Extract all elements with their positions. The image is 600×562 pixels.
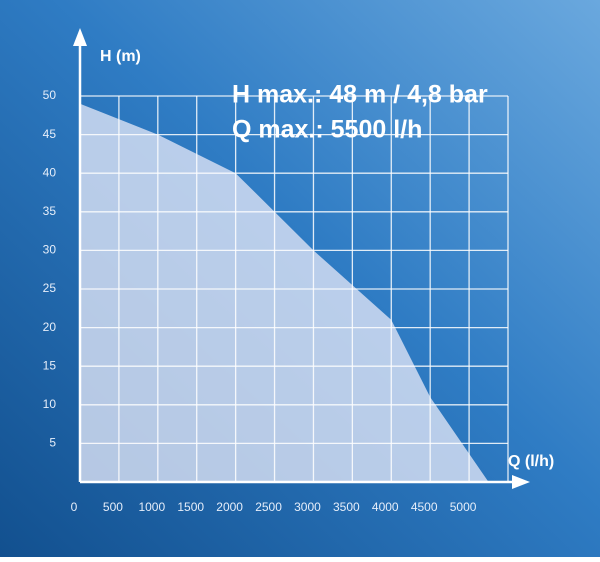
y-axis-label: H (m) <box>100 48 141 65</box>
x-tick-label: 2000 <box>216 500 243 514</box>
y-tick-label: 50 <box>43 88 57 102</box>
y-tick-label: 5 <box>49 436 56 450</box>
y-tick-label: 25 <box>43 281 57 295</box>
x-tick-label: 500 <box>103 500 123 514</box>
x-tick-label: 4500 <box>411 500 438 514</box>
x-tick-label: 0 <box>71 500 78 514</box>
x-axis-label: Q (l/h) <box>508 453 554 470</box>
annotation: H max.: 48 m / 4,8 bar <box>232 81 488 109</box>
area <box>80 103 489 482</box>
x-tick-label: 1000 <box>138 500 165 514</box>
y-tick-label: 30 <box>43 243 57 257</box>
y-arrow <box>73 28 87 46</box>
x-arrow <box>512 475 530 489</box>
x-tick-label: 4000 <box>372 500 399 514</box>
y-tick-label: 45 <box>43 127 57 141</box>
y-tick-label: 35 <box>43 204 57 218</box>
x-tick-label: 3000 <box>294 500 321 514</box>
x-tick-label: 2500 <box>255 500 282 514</box>
x-tick-label: 3500 <box>333 500 360 514</box>
annotation: Q max.: 5500 l/h <box>232 116 422 144</box>
x-tick-label: 1500 <box>177 500 204 514</box>
x-tick-label: 5000 <box>450 500 477 514</box>
y-tick-label: 10 <box>43 397 57 411</box>
y-tick-label: 15 <box>43 358 57 372</box>
y-tick-label: 20 <box>43 320 57 334</box>
y-tick-label: 40 <box>43 165 57 179</box>
